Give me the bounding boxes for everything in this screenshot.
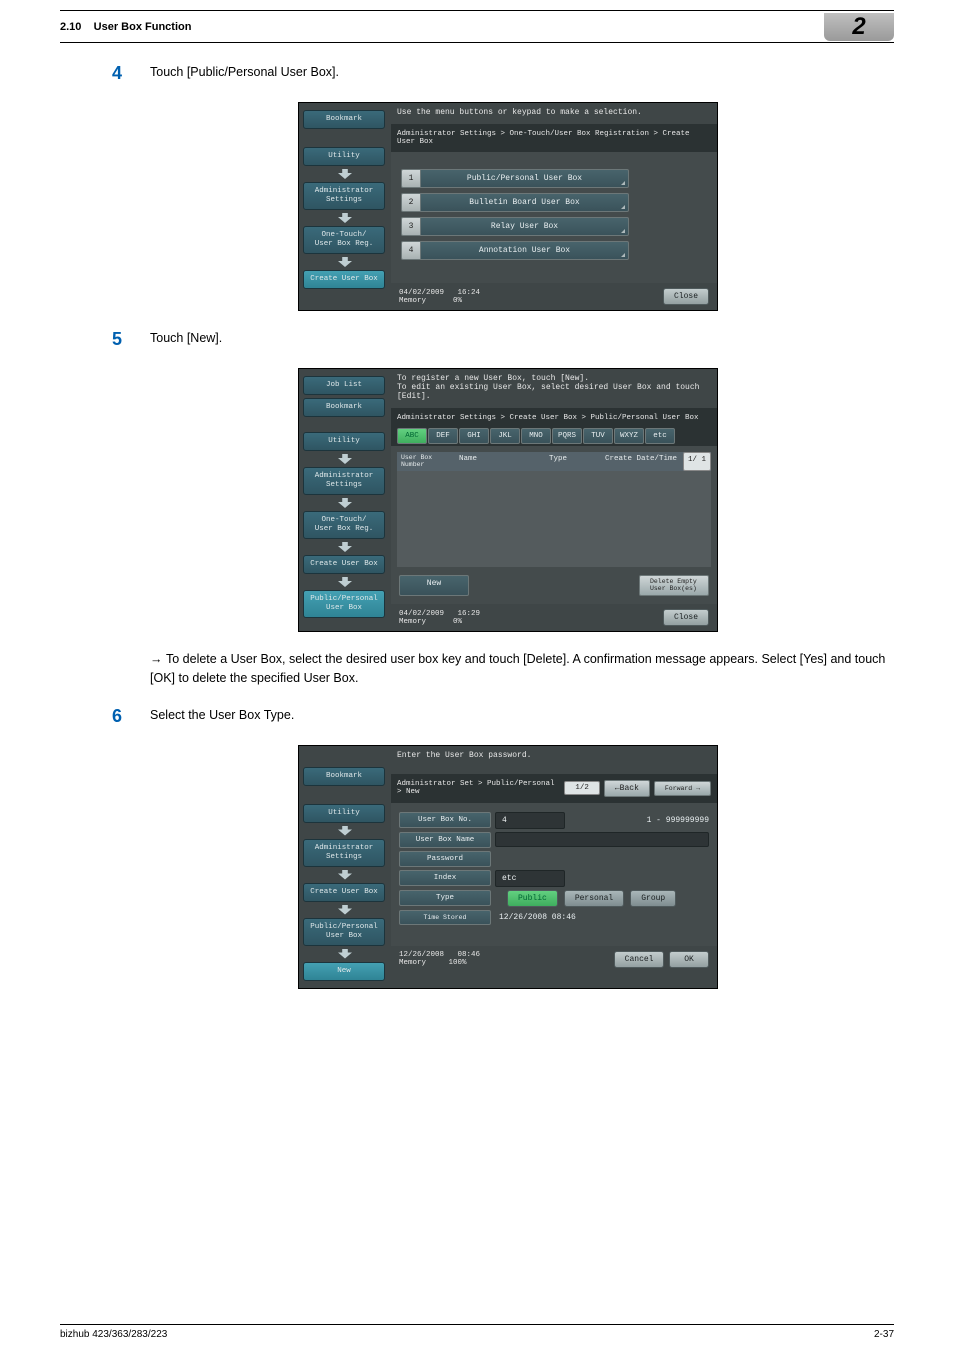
user-box-list <box>397 471 711 567</box>
menu-option-1[interactable]: 1 Public/Personal User Box <box>401 169 629 188</box>
new-button-side[interactable]: New <box>303 962 385 981</box>
type-label: Type <box>399 890 491 906</box>
screenshot-3: Bookmark Utility Administrator Settings … <box>298 745 718 989</box>
step-6-number: 6 <box>60 706 150 727</box>
create-user-box-button[interactable]: Create User Box <box>303 883 385 902</box>
table-header: User Box Number Name Type Create Date/Ti… <box>397 452 711 471</box>
step-5-number: 5 <box>60 329 150 350</box>
job-list-button[interactable]: Job List <box>303 376 385 395</box>
menu-option-3[interactable]: 3 Relay User Box <box>401 217 629 236</box>
screenshot-1: Bookmark Utility Administrator Settings … <box>298 102 718 311</box>
type-public-button[interactable]: Public <box>507 890 558 907</box>
create-user-box-button[interactable]: Create User Box <box>303 270 385 289</box>
onetouch-button[interactable]: One-Touch/ User Box Reg. <box>303 511 385 539</box>
utility-button[interactable]: Utility <box>303 804 385 823</box>
nav-arrow-icon <box>338 949 352 959</box>
menu-option-4[interactable]: 4 Annotation User Box <box>401 241 629 260</box>
tab-abc[interactable]: ABC <box>397 428 427 444</box>
nav-arrow-icon <box>338 213 352 223</box>
tab-def[interactable]: DEF <box>428 428 458 444</box>
step-6-text: Select the User Box Type. <box>150 706 894 727</box>
step-4-text: Touch [Public/Personal User Box]. <box>150 63 894 84</box>
cancel-button[interactable]: Cancel <box>614 951 665 968</box>
utility-button[interactable]: Utility <box>303 147 385 166</box>
forward-button[interactable]: Forward → <box>654 781 711 796</box>
breadcrumb: Administrator Settings > One-Touch/User … <box>391 124 717 152</box>
user-box-no-label: User Box No. <box>399 812 491 828</box>
breadcrumb-row: Administrator Set > Public/Personal > Ne… <box>391 774 717 803</box>
tab-wxyz[interactable]: WXYZ <box>614 428 644 444</box>
section-header: 2.10 User Box Function <box>60 21 191 33</box>
footer-timestamp: 04/02/2009 16:24 Memory 0% <box>399 289 480 305</box>
nav-arrow-icon <box>338 905 352 915</box>
step-4-number: 4 <box>60 63 150 84</box>
bookmark-button[interactable]: Bookmark <box>303 767 385 786</box>
tab-tuv[interactable]: TUV <box>583 428 613 444</box>
tab-mno[interactable]: MNO <box>521 428 551 444</box>
tab-jkl[interactable]: JKL <box>490 428 520 444</box>
chapter-badge: 2 <box>824 13 894 41</box>
footer-timestamp: 12/26/2008 08:46 Memory 100% <box>399 951 480 967</box>
user-box-name-value[interactable] <box>495 832 709 847</box>
tab-ghi[interactable]: GHI <box>459 428 489 444</box>
close-button[interactable]: Close <box>663 609 709 626</box>
footer-page-no: 2-37 <box>874 1329 894 1340</box>
screen-instruction: Enter the User Box password. <box>391 746 717 770</box>
breadcrumb: Administrator Settings > Create User Box… <box>391 408 717 446</box>
tab-pqrs[interactable]: PQRS <box>552 428 582 444</box>
delete-empty-button[interactable]: Delete Empty User Box(es) <box>639 575 709 596</box>
nav-arrow-icon <box>338 169 352 179</box>
screen-instruction: To register a new User Box, touch [New].… <box>391 369 717 404</box>
pager: 1/2 <box>564 781 600 795</box>
utility-button[interactable]: Utility <box>303 432 385 451</box>
section-no: 2.10 <box>60 21 81 33</box>
tab-etc[interactable]: etc <box>645 428 675 444</box>
nav-arrow-icon <box>338 498 352 508</box>
type-group-button[interactable]: Group <box>630 890 676 907</box>
nav-arrow-icon <box>338 542 352 552</box>
user-box-name-label[interactable]: User Box Name <box>399 832 491 848</box>
section-title: User Box Function <box>94 21 192 33</box>
public-personal-button[interactable]: Public/Personal User Box <box>303 918 385 946</box>
nav-arrow-icon <box>338 870 352 880</box>
admin-settings-button[interactable]: Administrator Settings <box>303 839 385 867</box>
user-box-no-range: 1 - 999999999 <box>565 816 709 825</box>
close-button[interactable]: Close <box>663 288 709 305</box>
new-button[interactable]: New <box>399 575 469 596</box>
step-5-text: Touch [New]. <box>150 329 894 350</box>
bookmark-button[interactable]: Bookmark <box>303 398 385 417</box>
pager: 1/ 1 <box>683 452 711 471</box>
bookmark-button[interactable]: Bookmark <box>303 110 385 129</box>
time-stored-label: Time Stored <box>399 910 491 925</box>
create-user-box-button[interactable]: Create User Box <box>303 555 385 574</box>
back-button[interactable]: ←Back <box>604 780 650 797</box>
onetouch-button[interactable]: One-Touch/ User Box Reg. <box>303 226 385 254</box>
nav-arrow-icon <box>338 577 352 587</box>
nav-arrow-icon <box>338 257 352 267</box>
footer-timestamp: 04/02/2009 16:29 Memory 0% <box>399 610 480 626</box>
breadcrumb: Administrator Set > Public/Personal > Ne… <box>397 780 560 796</box>
user-box-no-value[interactable]: 4 <box>495 812 565 829</box>
index-label[interactable]: Index <box>399 870 491 886</box>
menu-option-2[interactable]: 2 Bulletin Board User Box <box>401 193 629 212</box>
nav-arrow-icon <box>338 454 352 464</box>
ok-button[interactable]: OK <box>669 951 709 968</box>
index-value: etc <box>495 870 565 887</box>
step-5-note: To delete a User Box, select the desired… <box>150 650 894 688</box>
public-personal-button[interactable]: Public/Personal User Box <box>303 590 385 618</box>
admin-settings-button[interactable]: Administrator Settings <box>303 467 385 495</box>
footer-product: bizhub 423/363/283/223 <box>60 1329 167 1340</box>
time-stored-value: 12/26/2008 08:46 <box>491 913 709 922</box>
type-personal-button[interactable]: Personal <box>564 890 624 907</box>
screenshot-2: Job List Bookmark Utility Administrator … <box>298 368 718 632</box>
nav-arrow-icon <box>338 826 352 836</box>
admin-settings-button[interactable]: Administrator Settings <box>303 182 385 210</box>
screen-instruction: Use the menu buttons or keypad to make a… <box>391 103 717 120</box>
password-label[interactable]: Password <box>399 851 491 867</box>
